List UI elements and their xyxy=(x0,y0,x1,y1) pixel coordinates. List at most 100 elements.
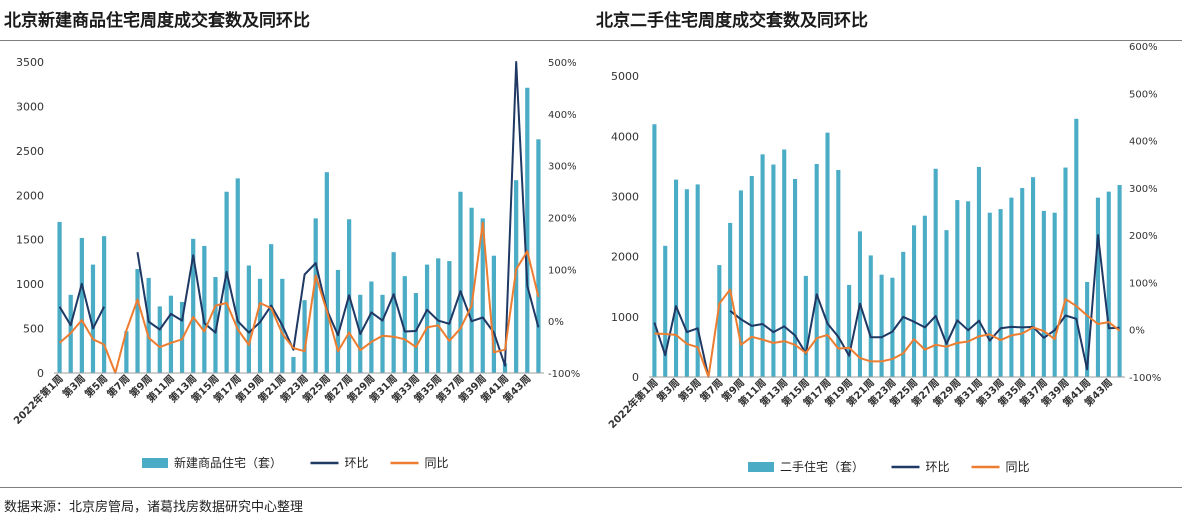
y2-tick-label: 400% xyxy=(1129,137,1158,148)
legend-label-yoy: 同比 xyxy=(425,456,449,470)
bar xyxy=(324,172,329,373)
y-tick-label: 3000 xyxy=(611,190,639,203)
bar xyxy=(369,281,374,373)
bar xyxy=(191,238,196,373)
x-tick-label: 第7周 xyxy=(104,372,132,400)
bar xyxy=(1041,210,1046,377)
y2-tick-label: 500% xyxy=(548,58,577,69)
y-tick-label: 0 xyxy=(632,371,639,384)
yoy-line xyxy=(654,288,1121,378)
y2-tick-label: 600% xyxy=(1129,42,1158,53)
bottom-divider xyxy=(0,487,1182,488)
y-tick-label: 5000 xyxy=(611,70,639,83)
x-tick-label: 2022年第1周 xyxy=(606,376,661,431)
bar xyxy=(413,293,419,373)
bar xyxy=(738,190,744,377)
x-tick-label: 第3周 xyxy=(654,376,682,404)
bar xyxy=(1117,185,1122,377)
bar xyxy=(536,139,541,373)
y2-tick-label: 500% xyxy=(1129,89,1158,100)
bar xyxy=(782,149,787,377)
chart-title-new-homes: 北京新建商品住宅周度成交套数及同环比 xyxy=(4,11,310,31)
bar xyxy=(890,277,895,377)
mom-line xyxy=(58,61,540,367)
bar xyxy=(335,269,341,373)
bar xyxy=(146,277,151,373)
bar xyxy=(491,255,497,373)
bar xyxy=(458,191,463,373)
bar xyxy=(652,124,657,378)
bar xyxy=(944,230,949,377)
y-tick-label: 1500 xyxy=(16,234,44,247)
x-tick-label: 第5周 xyxy=(82,372,110,400)
legend-label-yoy: 同比 xyxy=(1006,460,1030,474)
legend-label-bars: 二手住宅（套） xyxy=(780,459,864,474)
legend-swatch-bars xyxy=(142,458,168,468)
bar xyxy=(771,164,776,377)
bar xyxy=(90,264,96,373)
bar xyxy=(836,169,841,377)
y2-tick-label: 0% xyxy=(1129,326,1145,337)
legend-label-mom: 环比 xyxy=(345,456,369,470)
y2-tick-label: 100% xyxy=(548,265,577,276)
bar xyxy=(803,275,808,377)
bar xyxy=(966,201,971,377)
bar xyxy=(1106,191,1111,377)
y-tick-label: 2000 xyxy=(16,189,44,202)
bar xyxy=(673,179,679,377)
bar xyxy=(302,300,307,373)
bar xyxy=(1074,118,1079,377)
bar xyxy=(695,184,700,377)
chart-title-resale-homes: 北京二手住宅周度成交套数及同环比 xyxy=(596,11,868,31)
y2-tick-label: 400% xyxy=(548,110,577,121)
bar xyxy=(157,306,162,373)
bar xyxy=(792,179,798,377)
bar xyxy=(987,212,992,377)
y2-tick-label: 300% xyxy=(1129,184,1158,195)
bar xyxy=(391,252,396,373)
bar xyxy=(469,207,474,373)
bar xyxy=(998,209,1003,377)
x-tick-label: 2022年第1周 xyxy=(11,372,66,427)
bar xyxy=(868,255,873,377)
bar xyxy=(235,178,240,373)
x-tick-label: 第7周 xyxy=(697,376,725,404)
y2-tick-label: 200% xyxy=(1129,231,1158,242)
x-tick-label: 第3周 xyxy=(60,372,88,400)
bar xyxy=(168,295,174,373)
y2-tick-label: 100% xyxy=(1129,278,1158,289)
bar xyxy=(1095,197,1101,377)
mom-line xyxy=(653,234,1120,378)
y2-tick-label: -100% xyxy=(1129,373,1161,384)
bar xyxy=(922,215,927,377)
y-tick-label: 2000 xyxy=(611,251,639,264)
bar xyxy=(224,191,229,373)
source-note: 数据来源：北京房管局，诸葛找房数据研究中心整理 xyxy=(4,500,304,515)
bar xyxy=(447,261,452,373)
y2-tick-label: 0% xyxy=(548,317,564,328)
bar xyxy=(57,221,62,373)
bar xyxy=(1030,177,1036,377)
y2-tick-label: -100% xyxy=(548,369,580,380)
y-tick-label: 1000 xyxy=(16,278,44,291)
y-tick-label: 2500 xyxy=(16,145,44,158)
bar xyxy=(1085,281,1090,377)
legend-label-bars: 新建商品住宅（套） xyxy=(174,455,282,470)
bar xyxy=(291,357,296,373)
bar xyxy=(1052,212,1057,377)
bar xyxy=(1009,197,1014,377)
bar xyxy=(847,284,852,377)
bar xyxy=(213,277,218,373)
bar xyxy=(663,245,668,377)
chart-new-homes: 0 500 1000 1500 2000 2500 3000 3500 -100% 0% 100% 2… xyxy=(11,56,581,470)
bar xyxy=(933,168,938,377)
bar xyxy=(380,294,385,373)
bar xyxy=(976,166,982,377)
bar xyxy=(313,218,318,373)
y-tick-label: 0 xyxy=(37,367,44,380)
bar xyxy=(257,278,263,373)
bar xyxy=(814,163,819,377)
bar xyxy=(911,225,917,377)
y2-tick-label: 300% xyxy=(548,162,577,173)
yoy-line xyxy=(58,221,540,374)
